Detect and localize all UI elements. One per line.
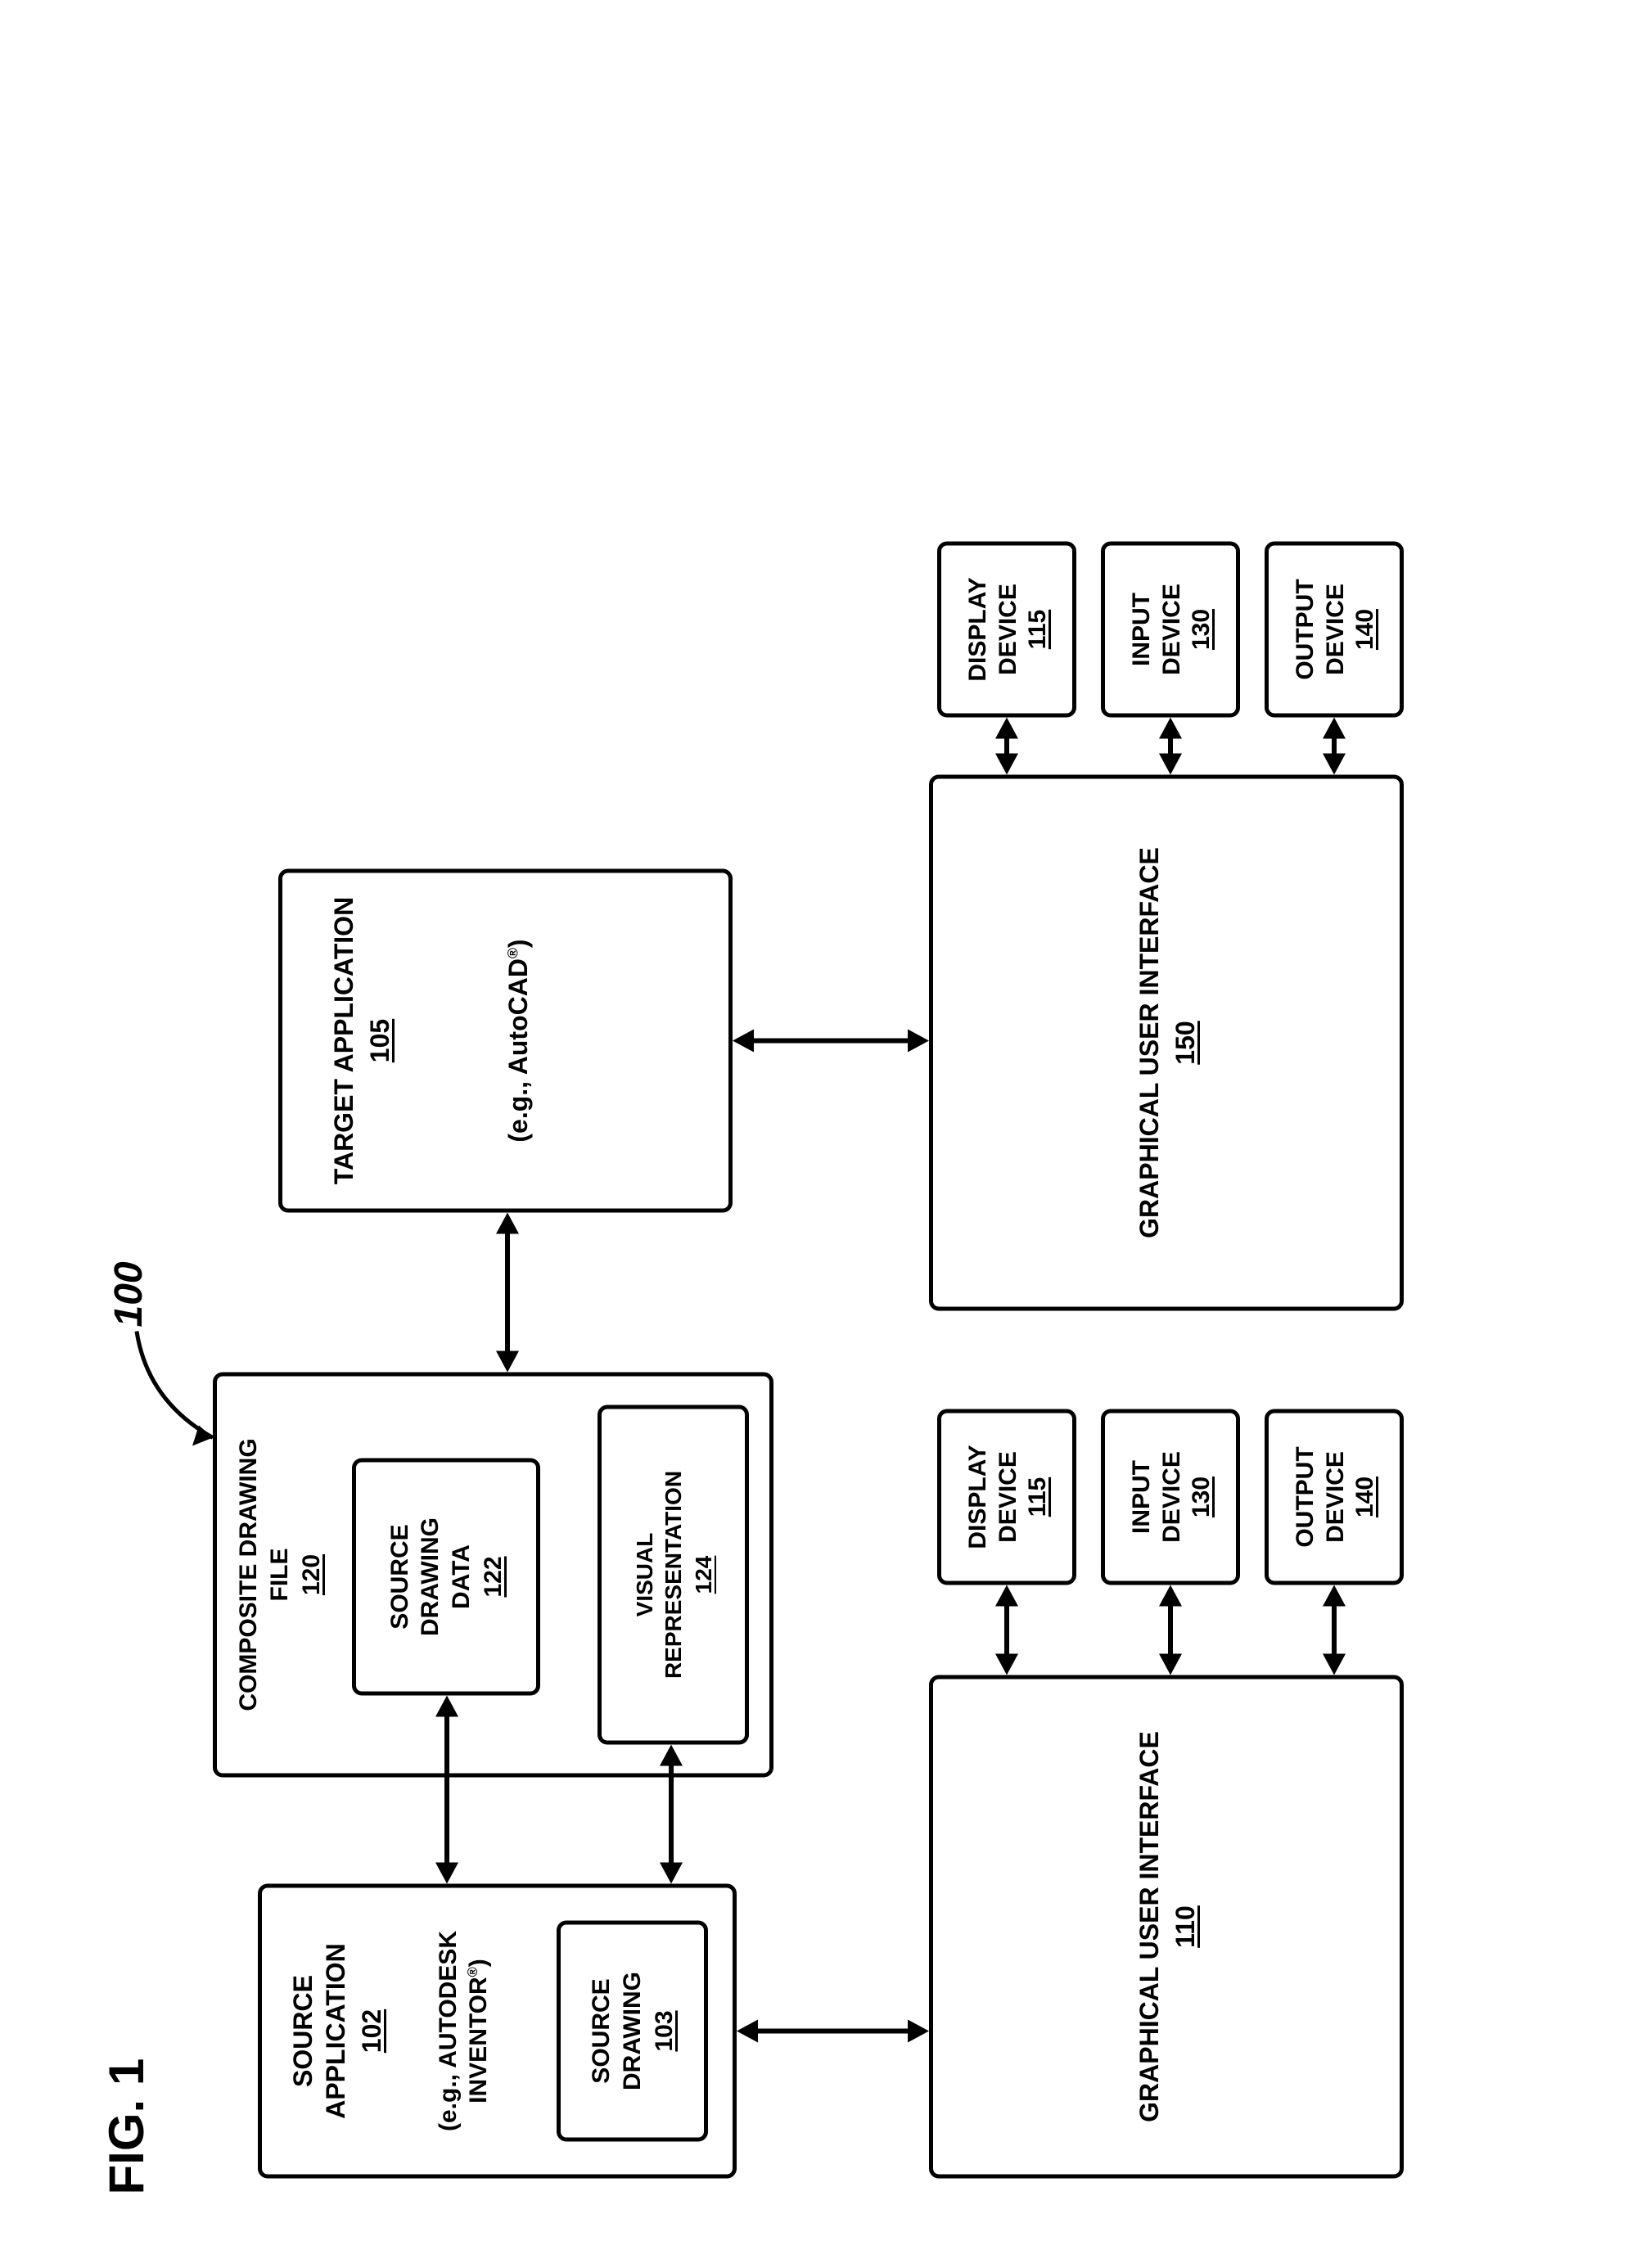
arrowhead-icon [660, 1744, 683, 1765]
arrowhead-icon [496, 1212, 519, 1233]
target-app-subtitle: (e.g., AutoCAD®) [469, 939, 534, 1142]
gui-right-box: GRAPHICAL USER INTERFACE 150 [929, 774, 1404, 1310]
arrowhead-icon [733, 1029, 754, 1052]
output-l-title: OUTPUT DEVICE [1290, 1446, 1351, 1547]
arrowhead-icon [908, 1029, 929, 1052]
arrowhead-icon [1323, 753, 1346, 774]
gui-left-num: 110 [1170, 1905, 1201, 1948]
conn-sourceapp-visualrep [669, 1765, 674, 1862]
arrowhead-icon [1159, 717, 1182, 738]
display-r-title: DISPLAY DEVICE [963, 577, 1024, 681]
rotated-canvas: FIG. 1 100 SOURCE APPLICATION 102 (e.g.,… [0, 0, 1637, 2268]
conn-sourceapp-gui [758, 2028, 908, 2033]
conn-gui-display-l [1004, 1606, 1009, 1653]
arrowhead-icon [1323, 1585, 1346, 1606]
input-device-right-box: INPUT DEVICE 130 [1101, 541, 1240, 717]
reference-leader-curve [127, 1310, 225, 1450]
gui-left-title: GRAPHICAL USER INTERFACE [1133, 1731, 1166, 2122]
display-device-right-box: DISPLAY DEVICE 115 [937, 541, 1076, 717]
conn-gui-input-l [1168, 1606, 1173, 1653]
conn-gui-display-r [1004, 738, 1009, 753]
conn-gui-input-r [1168, 738, 1173, 753]
composite-title: COMPOSITE DRAWING FILE [233, 1438, 295, 1711]
conn-target-gui [754, 1038, 908, 1043]
input-r-title: INPUT DEVICE [1126, 584, 1188, 675]
source-drawing-data-box: SOURCE DRAWING DATA 122 [352, 1458, 540, 1695]
arrowhead-icon [660, 1862, 683, 1883]
visual-rep-title: VISUAL REPRESENTATION [630, 1470, 688, 1678]
visual-rep-num: 124 [691, 1555, 717, 1594]
arrowhead-icon [995, 1653, 1018, 1675]
arrowhead-icon [995, 753, 1018, 774]
source-app-num: 102 [357, 2009, 387, 2052]
display-device-left-box: DISPLAY DEVICE 115 [937, 1409, 1076, 1585]
source-drawing-box: SOURCE DRAWING 103 [557, 1920, 708, 2141]
arrowhead-icon [496, 1350, 519, 1372]
arrowhead-icon [908, 2019, 929, 2042]
target-app-title: TARGET APPLICATION [327, 896, 360, 1184]
arrowhead-icon [1159, 753, 1182, 774]
source-data-title: SOURCE DRAWING DATA [385, 1517, 477, 1636]
display-l-num: 115 [1024, 1477, 1052, 1516]
display-l-title: DISPLAY DEVICE [963, 1445, 1024, 1549]
figure-label: FIG. 1 [98, 2058, 155, 2194]
input-device-left-box: INPUT DEVICE 130 [1101, 1409, 1240, 1585]
arrowhead-icon [435, 1695, 458, 1716]
source-drawing-title: SOURCE DRAWING [586, 1972, 647, 2090]
arrowhead-icon [435, 1862, 458, 1883]
output-r-title: OUTPUT DEVICE [1290, 579, 1351, 679]
gui-right-title: GRAPHICAL USER INTERFACE [1133, 847, 1166, 1238]
output-r-num: 140 [1351, 608, 1379, 649]
arrowhead-icon [995, 1585, 1018, 1606]
source-app-subtitle: (e.g., AUTODESK INVENTOR®) [402, 1930, 494, 2130]
visual-representation-box: VISUAL REPRESENTATION 124 [598, 1405, 749, 1744]
output-device-right-box: OUTPUT DEVICE 140 [1265, 541, 1404, 717]
input-r-num: 130 [1188, 608, 1215, 649]
display-r-num: 115 [1024, 609, 1052, 648]
arrowhead-icon [1323, 1653, 1346, 1675]
output-l-num: 140 [1351, 1476, 1379, 1517]
diagram-page: FIG. 1 100 SOURCE APPLICATION 102 (e.g.,… [0, 0, 1637, 2268]
source-app-title: SOURCE APPLICATION [286, 1943, 352, 2119]
gui-left-box: GRAPHICAL USER INTERFACE 110 [929, 1675, 1404, 2178]
arrowhead-icon [1323, 717, 1346, 738]
gui-right-num: 150 [1170, 1021, 1201, 1064]
conn-gui-output-r [1332, 738, 1337, 753]
input-l-num: 130 [1188, 1476, 1215, 1517]
output-device-left-box: OUTPUT DEVICE 140 [1265, 1409, 1404, 1585]
target-application-box: TARGET APPLICATION 105 (e.g., AutoCAD®) [278, 868, 733, 1212]
conn-gui-output-l [1332, 1606, 1337, 1653]
source-data-num: 122 [480, 1556, 507, 1597]
arrowhead-icon [1159, 1585, 1182, 1606]
target-app-num: 105 [365, 1018, 395, 1062]
source-drawing-num: 103 [651, 2010, 679, 2051]
composite-num: 120 [298, 1553, 326, 1594]
arrowhead-icon [1159, 1653, 1182, 1675]
conn-composite-target [505, 1233, 510, 1350]
input-l-title: INPUT DEVICE [1126, 1451, 1188, 1543]
conn-sourceapp-sourcedata [444, 1716, 449, 1862]
arrowhead-icon [995, 717, 1018, 738]
arrowhead-icon [737, 2019, 758, 2042]
